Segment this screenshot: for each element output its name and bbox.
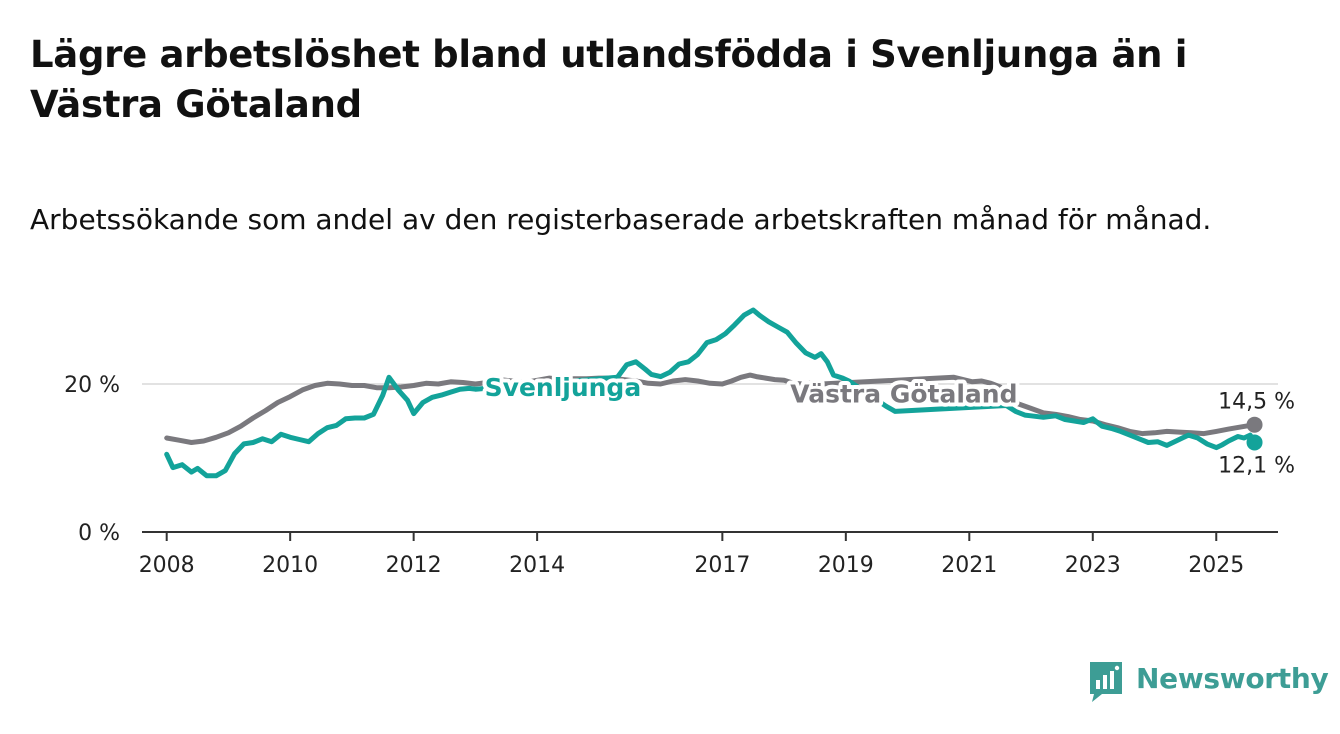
x-ticks: 2008 2010 2012 2014 2017 2019 2021 2023 2025 [139,532,1244,578]
line-chart: 0 %20 % Svenljunga Västra Götaland 2008 20… [64,307,1295,578]
x-tick-label: 2023 [1065,553,1121,578]
x-tick-label: 2019 [818,553,874,578]
end-point-v-stra-g-taland [1246,416,1263,433]
x-tick-label: 2021 [941,553,997,578]
y-tick-labels: 0 % 20 % [64,373,120,546]
series-labels: Svenljunga Västra Götaland [481,369,1022,413]
series-label-svenljunga: Svenljunga [485,373,642,402]
x-tick-label: 2017 [694,553,750,578]
x-tick-label: 2014 [509,553,565,578]
series-line-svenljunga [164,307,1257,479]
y-tick-label: 20 % [64,373,120,398]
bar-chart-icon [1090,662,1122,702]
x-tick-label: 2025 [1188,553,1244,578]
end-label-v-stra-g-taland: 14,5 % [1218,390,1295,415]
series-lines [164,307,1257,479]
series-line-v-stra-g-taland [164,372,1257,445]
end-point-svenljunga [1246,434,1263,451]
x-tick-label: 2008 [139,553,195,578]
end-label-svenljunga: 12,1 % [1218,453,1295,478]
y-tick-label: 0 % [78,521,120,546]
end-markers: 14,5 % 12,1 % [1218,390,1295,479]
x-tick-label: 2012 [386,553,442,578]
brand-name: Newsworthy [1136,662,1329,695]
chart-title: Lägre arbetslöshet bland utlandsfödda i … [30,33,1188,126]
x-tick-label: 2010 [262,553,318,578]
chart-subtitle: Arbetssökande som andel av den registerb… [30,203,1212,236]
series-label-v-stra-g-taland: Västra Götaland [790,380,1017,409]
